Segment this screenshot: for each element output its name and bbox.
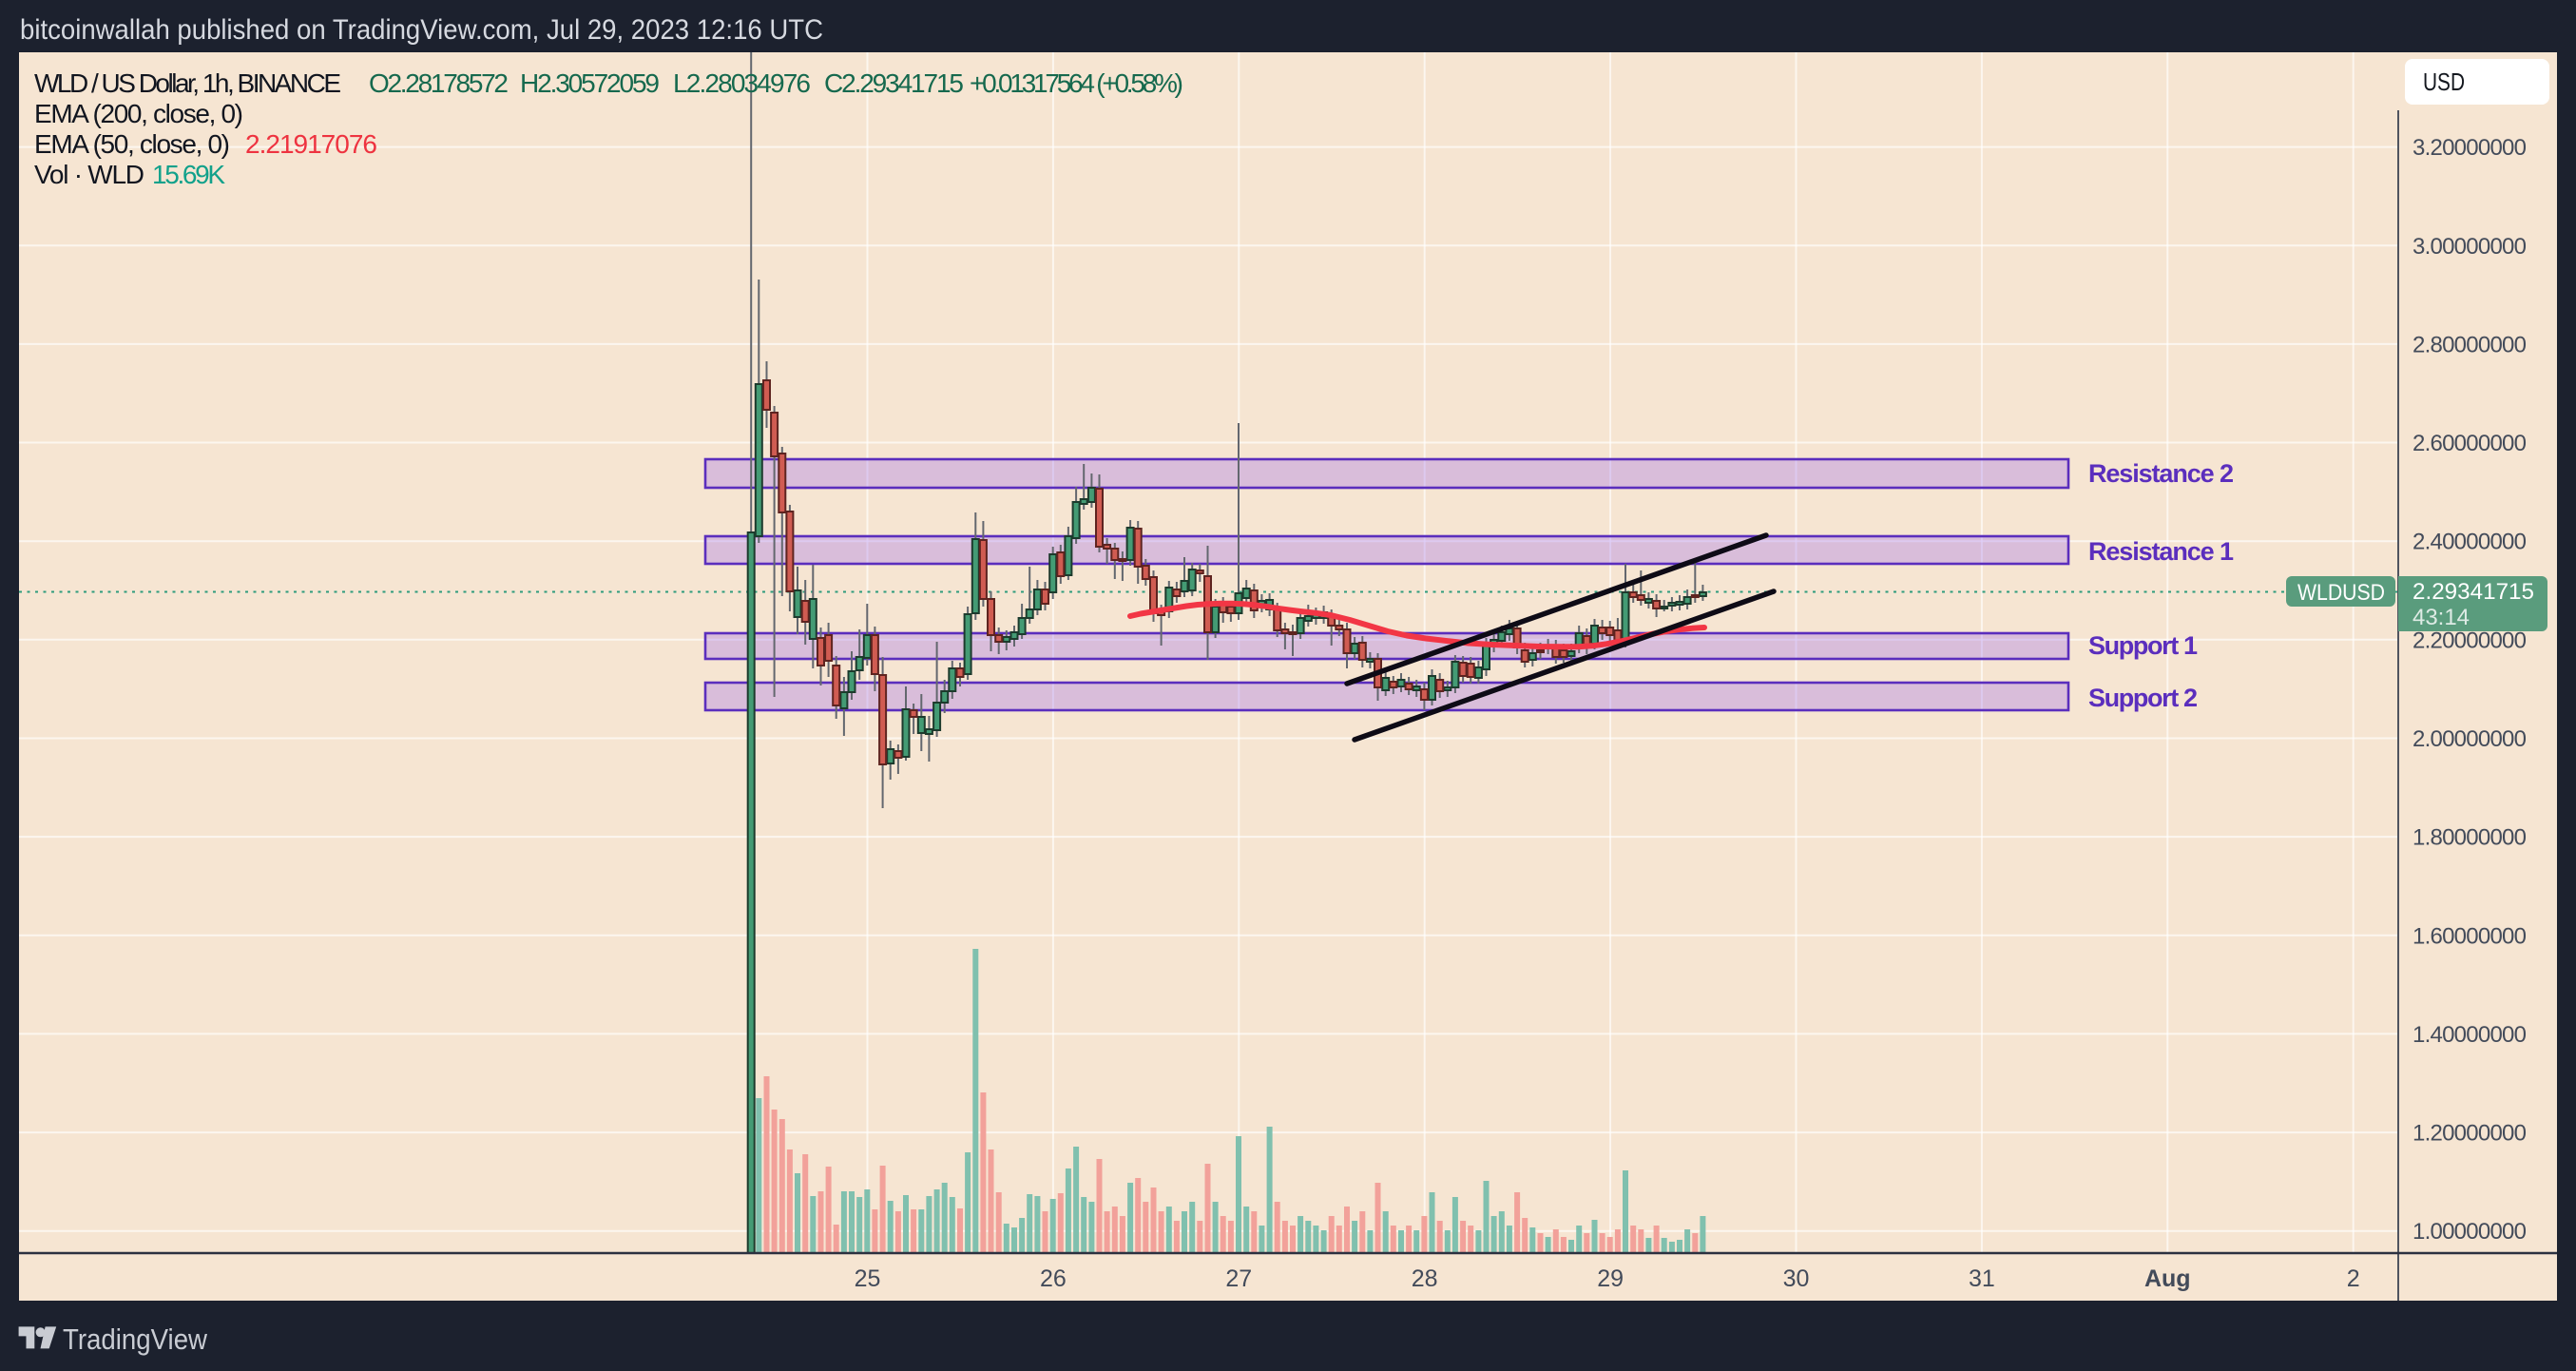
svg-text:31: 31 — [1969, 1265, 1995, 1292]
svg-text:Resistance 2: Resistance 2 — [2088, 459, 2234, 488]
svg-text:2.21917076: 2.21917076 — [245, 129, 377, 159]
svg-text:25: 25 — [855, 1265, 881, 1292]
svg-text:1.80000000: 1.80000000 — [2413, 825, 2527, 851]
svg-text:28: 28 — [1412, 1265, 1438, 1292]
svg-text:3.00000000: 3.00000000 — [2413, 234, 2527, 260]
svg-text:43:14: 43:14 — [2413, 605, 2470, 630]
svg-text:2.20000000: 2.20000000 — [2413, 628, 2527, 653]
svg-text:2.00000000: 2.00000000 — [2413, 726, 2527, 752]
svg-text:3.20000000: 3.20000000 — [2413, 135, 2527, 161]
svg-text:TradingView: TradingView — [63, 1323, 208, 1356]
svg-text:Support 2: Support 2 — [2088, 684, 2198, 712]
svg-text:EMA (50, close, 0): EMA (50, close, 0) — [34, 129, 230, 159]
svg-text:1.40000000: 1.40000000 — [2413, 1022, 2527, 1048]
svg-text:27: 27 — [1225, 1265, 1252, 1292]
svg-text:L2.28034976: L2.28034976 — [673, 68, 811, 98]
svg-text:Support 1: Support 1 — [2088, 631, 2198, 660]
svg-text:2.60000000: 2.60000000 — [2413, 431, 2527, 456]
svg-text:2: 2 — [2347, 1265, 2360, 1292]
svg-text:30: 30 — [1783, 1265, 1810, 1292]
svg-text:Resistance 1: Resistance 1 — [2088, 537, 2234, 566]
svg-text:EMA (200, close, 0): EMA (200, close, 0) — [34, 99, 243, 128]
svg-text:USD: USD — [2423, 68, 2465, 96]
svg-text:Aug: Aug — [2144, 1265, 2191, 1292]
svg-text:Vol · WLD: Vol · WLD — [34, 160, 144, 189]
svg-text:1.00000000: 1.00000000 — [2413, 1219, 2527, 1245]
svg-text:C2.29341715: C2.29341715 — [824, 68, 964, 98]
svg-text:+0.01317564 (+0.58%): +0.01317564 (+0.58%) — [970, 68, 1183, 98]
svg-text:1.20000000: 1.20000000 — [2413, 1121, 2527, 1147]
svg-text:2.40000000: 2.40000000 — [2413, 530, 2527, 555]
svg-text:bitcoinwallah published on Tra: bitcoinwallah published on TradingView.c… — [20, 14, 823, 46]
svg-text:1.60000000: 1.60000000 — [2413, 923, 2527, 949]
svg-text:26: 26 — [1040, 1265, 1067, 1292]
svg-text:29: 29 — [1597, 1265, 1624, 1292]
svg-text:WLDUSD: WLDUSD — [2297, 580, 2385, 606]
svg-text:2.29341715: 2.29341715 — [2413, 579, 2534, 605]
svg-text:2.80000000: 2.80000000 — [2413, 332, 2527, 357]
svg-text:15.69K: 15.69K — [152, 160, 225, 189]
svg-text:H2.30572059: H2.30572059 — [520, 68, 660, 98]
svg-text:WLD / US Dollar, 1h, BINANCE: WLD / US Dollar, 1h, BINANCE — [34, 68, 341, 98]
svg-text:O2.28178572: O2.28178572 — [369, 68, 509, 98]
